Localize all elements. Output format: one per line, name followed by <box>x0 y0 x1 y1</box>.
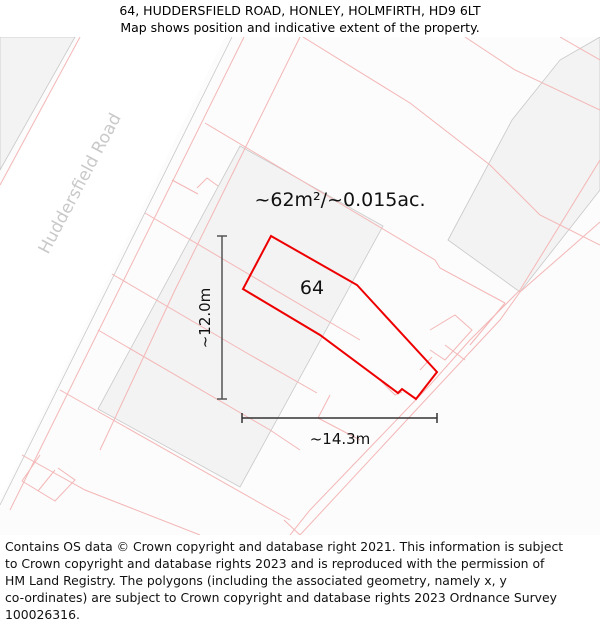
building-block <box>0 37 76 171</box>
property-map[interactable]: Huddersfield Road ~62m²/~0.015ac. 64 ~12… <box>0 37 600 535</box>
copyright-line: 100026316. <box>5 607 80 622</box>
road-area <box>0 37 225 500</box>
map-subtitle: Map shows position and indicative extent… <box>120 20 480 35</box>
property-address: 64, HUDDERSFIELD ROAD, HONLEY, HOLMFIRTH… <box>119 3 481 18</box>
copyright-line: HM Land Registry. The polygons (includin… <box>5 573 507 588</box>
copyright-notice: Contains OS data © Crown copyright and d… <box>5 538 597 623</box>
buildings <box>97 37 600 488</box>
width-measure-label: ~14.3m <box>310 430 371 448</box>
height-measure-label: ~12.0m <box>196 288 214 349</box>
copyright-line: Contains OS data © Crown copyright and d… <box>5 539 564 554</box>
parcel-boundaries <box>21 37 600 535</box>
property-boundary[interactable] <box>241 234 439 401</box>
height-measure <box>217 235 227 400</box>
width-measure <box>241 413 438 423</box>
area-label: ~62m²/~0.015ac. <box>254 189 425 211</box>
copyright-line: co-ordinates) are subject to Crown copyr… <box>5 590 557 605</box>
map-header: 64, HUDDERSFIELD ROAD, HONLEY, HOLMFIRTH… <box>0 0 600 37</box>
copyright-line: to Crown copyright and database rights 2… <box>5 556 545 571</box>
plot-number-label: 64 <box>300 277 324 299</box>
